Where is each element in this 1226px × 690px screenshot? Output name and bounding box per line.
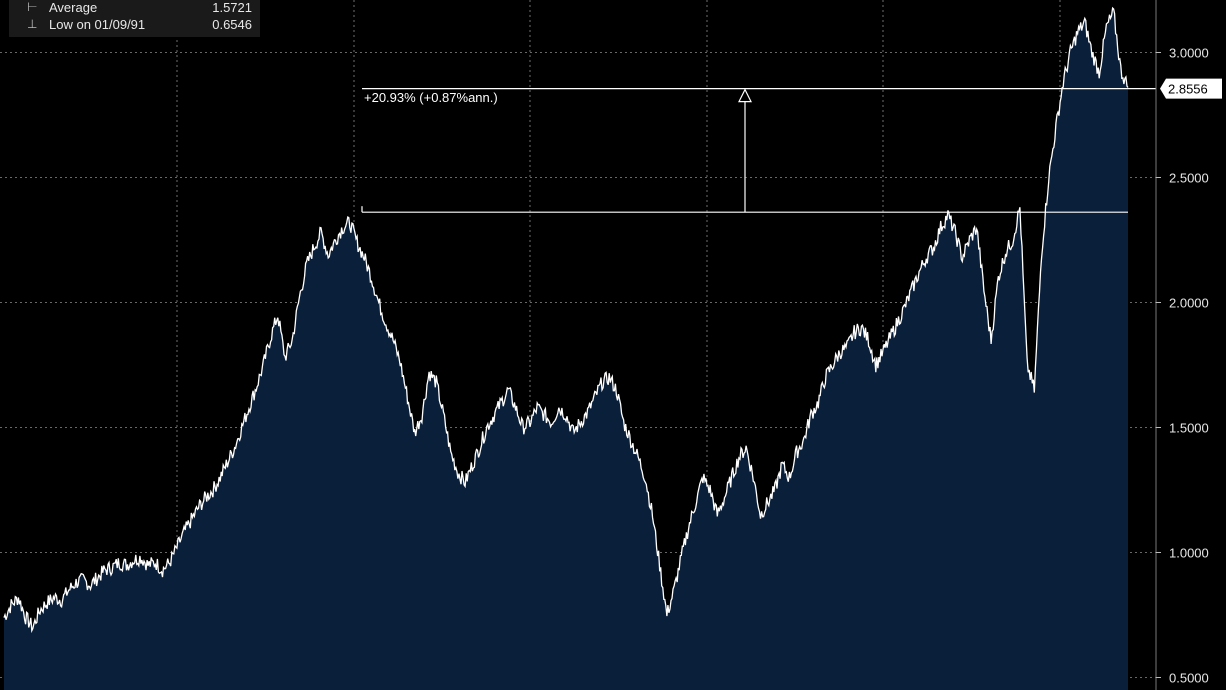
- series-line: [3, 6, 1129, 634]
- y-tick-label: 2.0000: [1169, 296, 1209, 311]
- arrow-head-icon: [738, 88, 752, 103]
- series-area-fill: [4, 8, 1128, 690]
- change-annotation: +20.93% (+0.87%ann.): [364, 90, 498, 105]
- y-tick-label: 1.5000: [1169, 421, 1209, 436]
- y-tick-label: 1.0000: [1169, 546, 1209, 561]
- legend-low-value: 0.6546: [212, 17, 252, 32]
- change-arrow: [738, 88, 752, 213]
- average-marker-icon: ⊢: [27, 0, 38, 14]
- y-axis: 0.5000 1.0000 1.5000 2.0000 2.5000 3.0000: [1156, 46, 1209, 686]
- legend-low-label: Low on 01/09/91: [49, 17, 146, 32]
- legend-average-value: 1.5721: [212, 0, 252, 15]
- y-tick-label: 3.0000: [1169, 46, 1209, 61]
- y-tick-label: 0.5000: [1169, 671, 1209, 686]
- y-tick-label: 2.5000: [1169, 171, 1209, 186]
- legend-average-label: Average: [49, 0, 98, 15]
- legend-box: ⊢ Average 1.5721 ⊥ Low on 01/09/91 0.654…: [9, 0, 260, 37]
- last-value-label: 2.8556: [1168, 82, 1208, 97]
- last-value-badge: 2.8556: [1160, 78, 1222, 99]
- low-marker-icon: ⊥: [27, 17, 38, 31]
- legend-row-average: ⊢ Average 1.5721: [9, 0, 260, 18]
- legend-row-low: ⊥ Low on 01/09/91 0.6546: [9, 17, 260, 35]
